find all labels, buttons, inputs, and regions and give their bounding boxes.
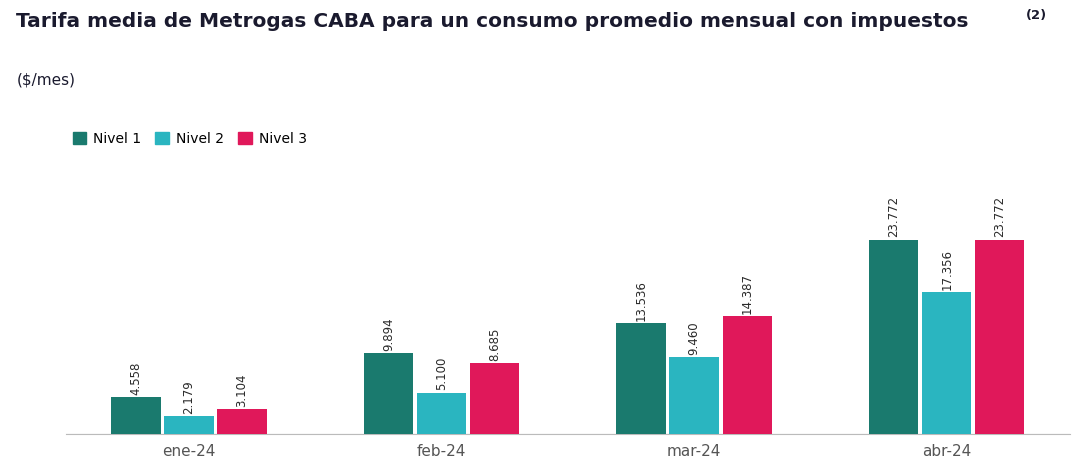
Bar	[111, 397, 161, 434]
Text: Tarifa media de Metrogas CABA para un consumo promedio mensual con impuestos: Tarifa media de Metrogas CABA para un co…	[16, 12, 969, 31]
Text: (2): (2)	[1025, 9, 1046, 22]
Text: 5.100: 5.100	[435, 357, 448, 390]
Bar	[616, 324, 666, 434]
Text: ($/mes): ($/mes)	[16, 72, 75, 87]
Text: 14.387: 14.387	[740, 273, 753, 314]
Text: 4.558: 4.558	[129, 361, 142, 395]
Text: 9.894: 9.894	[382, 318, 395, 351]
Text: 3.104: 3.104	[236, 373, 249, 407]
Bar	[164, 417, 214, 434]
Text: 23.772: 23.772	[887, 196, 900, 238]
Text: 23.772: 23.772	[994, 196, 1007, 238]
Text: 17.356: 17.356	[940, 249, 953, 290]
Bar	[869, 240, 918, 434]
Text: 2.179: 2.179	[182, 381, 195, 414]
Bar	[669, 357, 719, 434]
Bar	[417, 393, 466, 434]
Text: 13.536: 13.536	[634, 281, 648, 321]
Text: 8.685: 8.685	[488, 328, 501, 361]
Bar	[217, 409, 266, 434]
Bar	[922, 292, 972, 434]
Bar	[364, 353, 413, 434]
Bar	[975, 240, 1024, 434]
Bar	[723, 317, 772, 434]
Text: 9.460: 9.460	[688, 321, 701, 355]
Legend: Nivel 1, Nivel 2, Nivel 3: Nivel 1, Nivel 2, Nivel 3	[67, 126, 312, 151]
Bar	[470, 363, 520, 434]
